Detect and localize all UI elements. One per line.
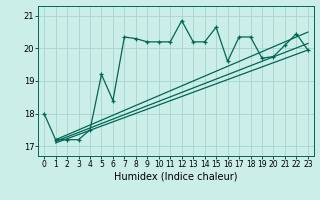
X-axis label: Humidex (Indice chaleur): Humidex (Indice chaleur) xyxy=(114,172,238,182)
